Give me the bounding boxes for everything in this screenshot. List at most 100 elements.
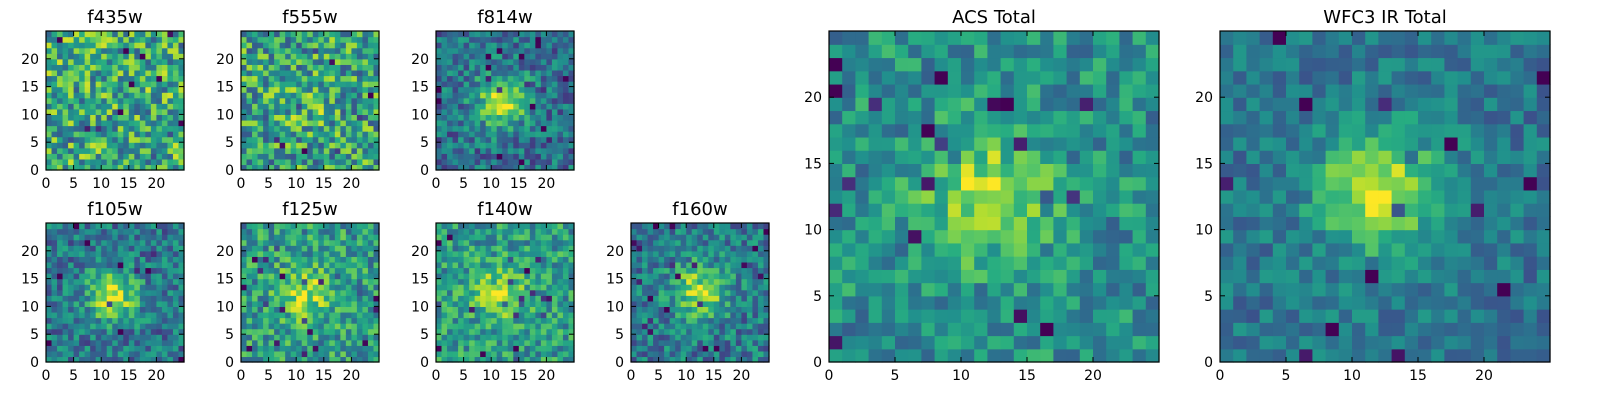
heatmap-cell — [474, 69, 481, 77]
heatmap-cell — [463, 323, 470, 330]
heatmap-cell — [362, 228, 369, 235]
heatmap-cell — [518, 153, 525, 160]
heatmap-cell — [68, 108, 75, 115]
heatmap-cell — [551, 228, 559, 235]
heatmap-cell — [647, 300, 654, 307]
heatmap-cell — [51, 97, 58, 104]
heatmap-cell — [730, 273, 737, 280]
heatmap-cell — [285, 75, 292, 82]
heatmap-cell — [46, 36, 53, 43]
heatmap-cell — [246, 223, 253, 230]
heatmap-cell — [79, 350, 86, 358]
heatmap-cell — [257, 328, 264, 335]
heatmap-cell — [139, 158, 146, 166]
heatmap-cell — [529, 64, 536, 71]
heatmap-cell — [95, 119, 102, 127]
heatmap-cell — [156, 261, 163, 269]
heatmap-cell — [241, 289, 248, 296]
heatmap-cell — [458, 323, 465, 330]
heatmap-cell — [356, 97, 364, 104]
heatmap-cell — [741, 261, 748, 269]
heatmap-cell — [463, 114, 470, 121]
heatmap-cell — [323, 81, 330, 88]
heatmap-cell — [513, 273, 520, 280]
heatmap-cell — [68, 125, 75, 132]
heatmap-cell — [356, 228, 364, 235]
heatmap-cell — [178, 317, 185, 324]
heatmap-cell — [117, 164, 124, 171]
heatmap-cell — [362, 153, 369, 160]
heatmap-cell — [46, 58, 53, 65]
heatmap-cell — [708, 323, 715, 330]
heatmap-cell — [252, 86, 259, 93]
heatmap-cell — [524, 158, 531, 166]
heatmap-cell — [68, 81, 75, 88]
heatmap-cell — [246, 158, 253, 166]
heatmap-cell — [557, 250, 564, 257]
heatmap-cell — [719, 328, 726, 335]
heatmap-cell — [257, 136, 264, 143]
heatmap-cell — [1079, 256, 1094, 270]
heatmap-cell — [101, 306, 108, 313]
heatmap-cell — [246, 75, 253, 82]
heatmap-cell — [908, 203, 922, 217]
heatmap-cell — [702, 245, 709, 252]
x-tick-label: 0 — [432, 368, 441, 384]
heatmap-cell — [290, 256, 297, 263]
heatmap-cell — [562, 250, 570, 257]
heatmap-cell — [150, 47, 157, 54]
heatmap-cell — [631, 245, 638, 252]
heatmap-cell — [323, 323, 330, 330]
heatmap-cell — [373, 36, 380, 43]
heatmap-cell — [502, 256, 509, 263]
heatmap-cell — [318, 256, 325, 263]
heatmap-cell — [664, 345, 671, 352]
heatmap-cell — [518, 323, 525, 330]
heatmap-cell — [285, 284, 292, 291]
heatmap-cell — [921, 229, 936, 244]
heatmap-cell — [518, 223, 525, 230]
heatmap-cell — [323, 234, 330, 241]
heatmap-cell — [312, 114, 319, 121]
heatmap-cell — [323, 306, 330, 313]
heatmap-cell — [452, 228, 459, 235]
heatmap-cell — [351, 158, 358, 166]
heatmap-cell — [485, 284, 492, 291]
heatmap-cell — [1066, 203, 1081, 217]
heatmap-cell — [112, 136, 119, 143]
heatmap-cell — [285, 36, 292, 43]
heatmap-cell — [46, 345, 53, 352]
heatmap-cell — [546, 114, 553, 121]
heatmap-cell — [178, 239, 185, 246]
heatmap-cell — [474, 300, 481, 307]
heatmap-cell — [855, 256, 870, 270]
heatmap-cell — [290, 345, 297, 352]
heatmap-cell — [752, 345, 759, 352]
heatmap-cell — [329, 75, 336, 82]
heatmap-cell — [178, 97, 185, 104]
heatmap-cell — [735, 334, 742, 341]
heatmap-cell — [507, 300, 514, 307]
heatmap-cell — [524, 350, 531, 358]
heatmap-cell — [106, 267, 113, 274]
heatmap-cell — [496, 142, 503, 149]
heatmap-cell — [329, 81, 336, 88]
heatmap-cell — [463, 131, 470, 138]
heatmap-cell — [568, 295, 575, 302]
heatmap-cell — [1079, 309, 1094, 323]
heatmap-cell — [340, 261, 347, 269]
heatmap-cell — [518, 350, 525, 358]
heatmap-cell — [263, 306, 270, 313]
heatmap-cell — [178, 142, 185, 149]
heatmap-cell — [351, 261, 358, 269]
heatmap-cell — [241, 267, 248, 274]
heatmap-cell — [540, 228, 547, 235]
heatmap-cell — [562, 278, 570, 285]
heatmap-cell — [139, 339, 146, 346]
heatmap-cell — [562, 245, 570, 252]
heatmap-cell — [367, 103, 375, 110]
heatmap-cell — [895, 348, 909, 363]
heatmap-cell — [474, 136, 481, 143]
heatmap-cell — [345, 86, 352, 93]
heatmap-cell — [161, 147, 169, 154]
